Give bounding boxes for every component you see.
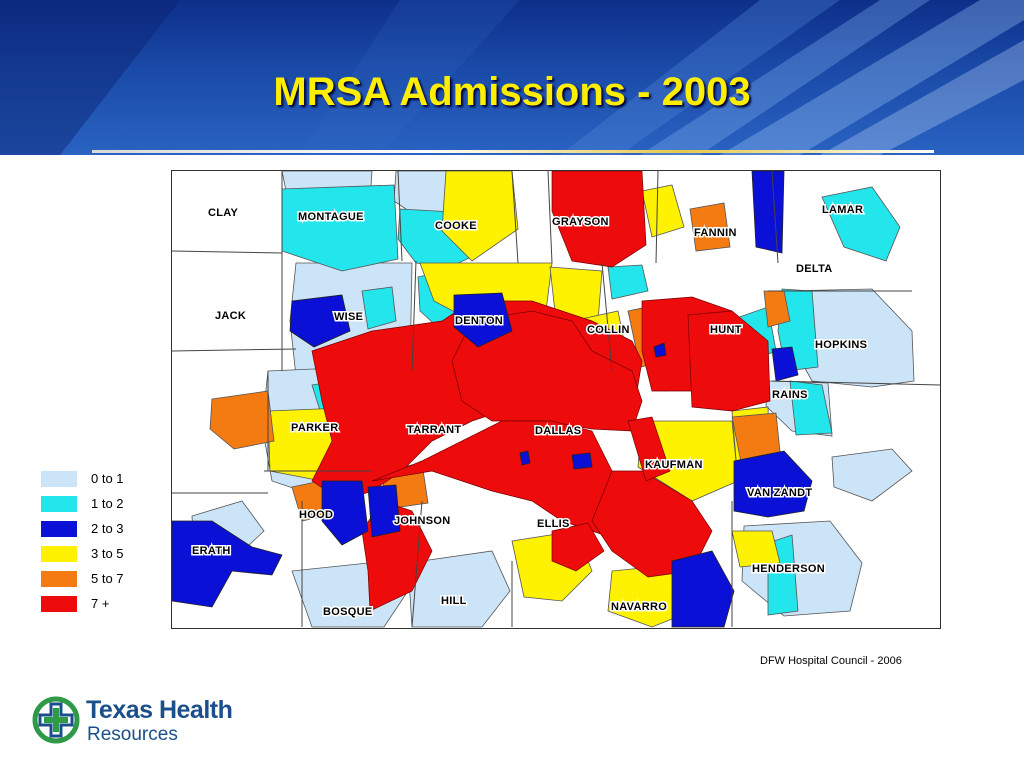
legend-label: 2 to 3 bbox=[91, 521, 124, 536]
legend-item: 2 to 3 bbox=[41, 518, 141, 538]
county-label-jack: JACK bbox=[215, 310, 246, 322]
county-label-parker: PARKER bbox=[291, 422, 338, 434]
county-label-hopkins: HOPKINS bbox=[815, 339, 867, 351]
county-label-ellis: ELLIS bbox=[537, 518, 570, 530]
legend-swatch bbox=[41, 521, 77, 537]
county-label-clay: CLAY bbox=[208, 207, 238, 219]
county-label-johnson: JOHNSON bbox=[394, 515, 451, 527]
county-label-van-zandt: VAN ZANDT bbox=[747, 487, 812, 499]
county-label-navarro: NAVARRO bbox=[611, 601, 667, 613]
county-label-collin: COLLIN bbox=[587, 324, 630, 336]
legend-label: 3 to 5 bbox=[91, 546, 124, 561]
county-label-kaufman: KAUFMAN bbox=[645, 459, 703, 471]
cross-emblem-icon bbox=[32, 696, 80, 744]
county-label-hill: HILL bbox=[441, 595, 467, 607]
county-label-hunt: HUNT bbox=[710, 324, 742, 336]
legend-swatch bbox=[41, 596, 77, 612]
logo-name: Texas Health bbox=[86, 696, 233, 724]
legend-swatch bbox=[41, 471, 77, 487]
source-note: DFW Hospital Council - 2006 bbox=[760, 655, 902, 667]
county-label-montague: MONTAGUE bbox=[298, 211, 364, 223]
county-label-bosque: BOSQUE bbox=[323, 606, 372, 618]
county-label-fannin: FANNIN bbox=[694, 227, 737, 239]
legend-swatch bbox=[41, 546, 77, 562]
county-label-delta: DELTA bbox=[796, 263, 833, 275]
legend-item: 0 to 1 bbox=[41, 468, 141, 488]
header-decoration bbox=[0, 0, 1024, 155]
county-label-wise: WISE bbox=[334, 311, 363, 323]
map-canvas: CLAY MONTAGUE COOKE GRAYSON FANNIN LAMAR… bbox=[172, 171, 940, 628]
header-banner: MRSA Admissions - 2003 bbox=[0, 0, 1024, 155]
county-label-henderson: HENDERSON bbox=[752, 563, 825, 575]
legend-item: 7 + bbox=[41, 593, 141, 613]
county-label-cooke: COOKE bbox=[435, 220, 477, 232]
county-label-denton: DENTON bbox=[455, 315, 503, 327]
legend-label: 0 to 1 bbox=[91, 471, 124, 486]
logo-subtitle: Resources bbox=[87, 724, 178, 745]
map-legend: 0 to 1 1 to 2 2 to 3 3 to 5 5 to 7 7 + bbox=[38, 468, 143, 624]
county-label-dallas: DALLAS bbox=[535, 425, 581, 437]
legend-label: 7 + bbox=[91, 596, 110, 611]
county-label-erath: ERATH bbox=[192, 545, 231, 557]
county-label-lamar: LAMAR bbox=[822, 204, 863, 216]
legend-item: 1 to 2 bbox=[41, 493, 141, 513]
legend-label: 1 to 2 bbox=[91, 496, 124, 511]
legend-label: 5 to 7 bbox=[91, 571, 124, 586]
legend-item: 3 to 5 bbox=[41, 543, 141, 563]
texas-health-logo: Texas Health Resources bbox=[32, 696, 272, 748]
legend-swatch bbox=[41, 571, 77, 587]
county-label-tarrant: TARRANT bbox=[407, 424, 461, 436]
legend-swatch bbox=[41, 496, 77, 512]
title-divider bbox=[92, 150, 934, 153]
county-label-rains: RAINS bbox=[772, 389, 808, 401]
slide-title: MRSA Admissions - 2003 bbox=[273, 70, 751, 114]
choropleth-map: CLAY MONTAGUE COOKE GRAYSON FANNIN LAMAR… bbox=[171, 170, 941, 629]
legend-item: 5 to 7 bbox=[41, 568, 141, 588]
county-label-hood: HOOD bbox=[299, 509, 333, 521]
county-label-grayson: GRAYSON bbox=[552, 216, 609, 228]
